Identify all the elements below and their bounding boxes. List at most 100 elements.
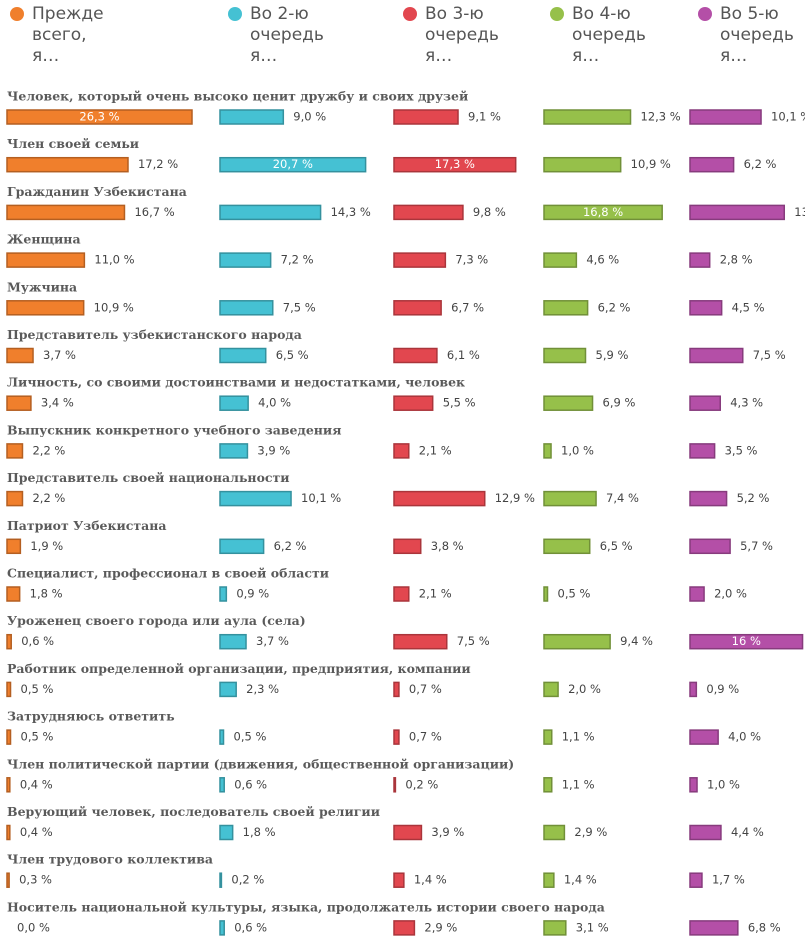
category-label: Работник определенной организации, предп… [7, 661, 471, 676]
value-label: 1,4 % [564, 873, 597, 887]
value-label: 6,2 % [598, 300, 631, 314]
bar [393, 347, 438, 364]
bar [543, 777, 553, 793]
bar [219, 109, 285, 125]
bar [393, 156, 517, 173]
bar [393, 633, 448, 650]
bar [689, 633, 804, 650]
bar [6, 156, 129, 173]
value-label: 6,2 % [744, 157, 777, 171]
legend-label: Во 3-ю очередь я… [425, 4, 499, 66]
value-label: 6,5 % [600, 539, 633, 553]
value-label: 26,3 % [79, 110, 119, 124]
bar [689, 920, 739, 936]
bar [219, 490, 292, 507]
value-label: 2,3 % [246, 682, 279, 696]
bar [543, 824, 566, 841]
value-label: 3,9 % [257, 443, 290, 457]
value-label: 6,7 % [451, 300, 484, 314]
value-label: 0,6 % [21, 634, 54, 648]
bar [219, 252, 272, 268]
bar [689, 586, 705, 602]
bar [543, 538, 591, 555]
bar [6, 824, 11, 841]
value-label: 2,8 % [720, 253, 753, 267]
value-label: 2,2 % [32, 443, 65, 457]
bar [393, 777, 397, 793]
bar [689, 204, 786, 221]
category-label: Мужчина [7, 279, 77, 294]
bar [543, 347, 587, 364]
bar [219, 729, 225, 745]
category-label: Личность, со своими достоинствами и недо… [7, 375, 465, 390]
bar [393, 920, 416, 936]
value-label: 6,9 % [603, 396, 636, 410]
value-label: 1,8 % [243, 825, 276, 839]
bar [6, 538, 22, 555]
bar [6, 777, 11, 793]
value-label: 0,0 % [17, 920, 50, 934]
value-label: 3,4 % [41, 396, 74, 410]
value-label: 7,5 % [283, 300, 316, 314]
value-label: 0,4 % [20, 825, 53, 839]
bar [6, 204, 126, 221]
bar [543, 586, 549, 602]
bar [689, 395, 721, 411]
value-label: 0,5 % [558, 587, 591, 601]
legend-icon [10, 7, 24, 21]
value-label: 4,5 % [732, 300, 765, 314]
value-label: 1,1 % [562, 730, 595, 744]
value-label: 5,2 % [737, 491, 770, 505]
value-label: 16 % [732, 634, 761, 648]
value-label: 0,2 % [231, 873, 264, 887]
legend-label: Во 5-ю очередь я… [720, 4, 794, 66]
bar [689, 156, 735, 173]
bar [219, 204, 322, 221]
bar [219, 777, 225, 793]
value-label: 0,9 % [236, 587, 269, 601]
value-label: 2,2 % [32, 491, 65, 505]
bar [543, 490, 597, 507]
value-label: 2,0 % [714, 587, 747, 601]
bar [689, 681, 698, 698]
bar [6, 681, 12, 698]
bar [543, 443, 552, 459]
value-label: 6,1 % [447, 348, 480, 362]
value-label: 3,1 % [576, 920, 609, 934]
value-label: 10,1 % [301, 491, 341, 505]
value-label: 3,9 % [431, 825, 464, 839]
value-label: 0,3 % [19, 873, 52, 887]
bar [393, 824, 423, 841]
bar [689, 872, 703, 888]
legend-label: Во 4-ю очередь я… [572, 4, 646, 66]
value-label: 7,5 % [753, 348, 786, 362]
bar [219, 872, 223, 888]
value-label: 9,0 % [293, 110, 326, 124]
value-label: 1,0 % [561, 443, 594, 457]
value-label: 1,9 % [30, 539, 63, 553]
value-label: 11,0 % [94, 253, 134, 267]
value-label: 2,1 % [419, 443, 452, 457]
value-label: 12,3 % [641, 110, 681, 124]
value-label: 7,5 % [457, 634, 490, 648]
value-label: 0,2 % [405, 777, 438, 791]
bar [219, 824, 234, 841]
value-label: 9,4 % [620, 634, 653, 648]
bar [219, 633, 247, 650]
value-label: 0,4 % [20, 777, 53, 791]
bar [543, 395, 594, 411]
bar [689, 109, 762, 125]
value-label: 1,0 % [707, 777, 740, 791]
bar [219, 443, 249, 459]
bar [543, 872, 555, 888]
bar [543, 729, 553, 745]
bar [689, 824, 722, 841]
value-label: 7,4 % [606, 491, 639, 505]
value-label: 17,2 % [138, 157, 178, 171]
bar [6, 729, 12, 745]
value-label: 1,8 % [30, 587, 63, 601]
bar [543, 633, 611, 650]
category-label: Представитель узбекистанского народа [7, 327, 302, 342]
bar [393, 729, 400, 745]
